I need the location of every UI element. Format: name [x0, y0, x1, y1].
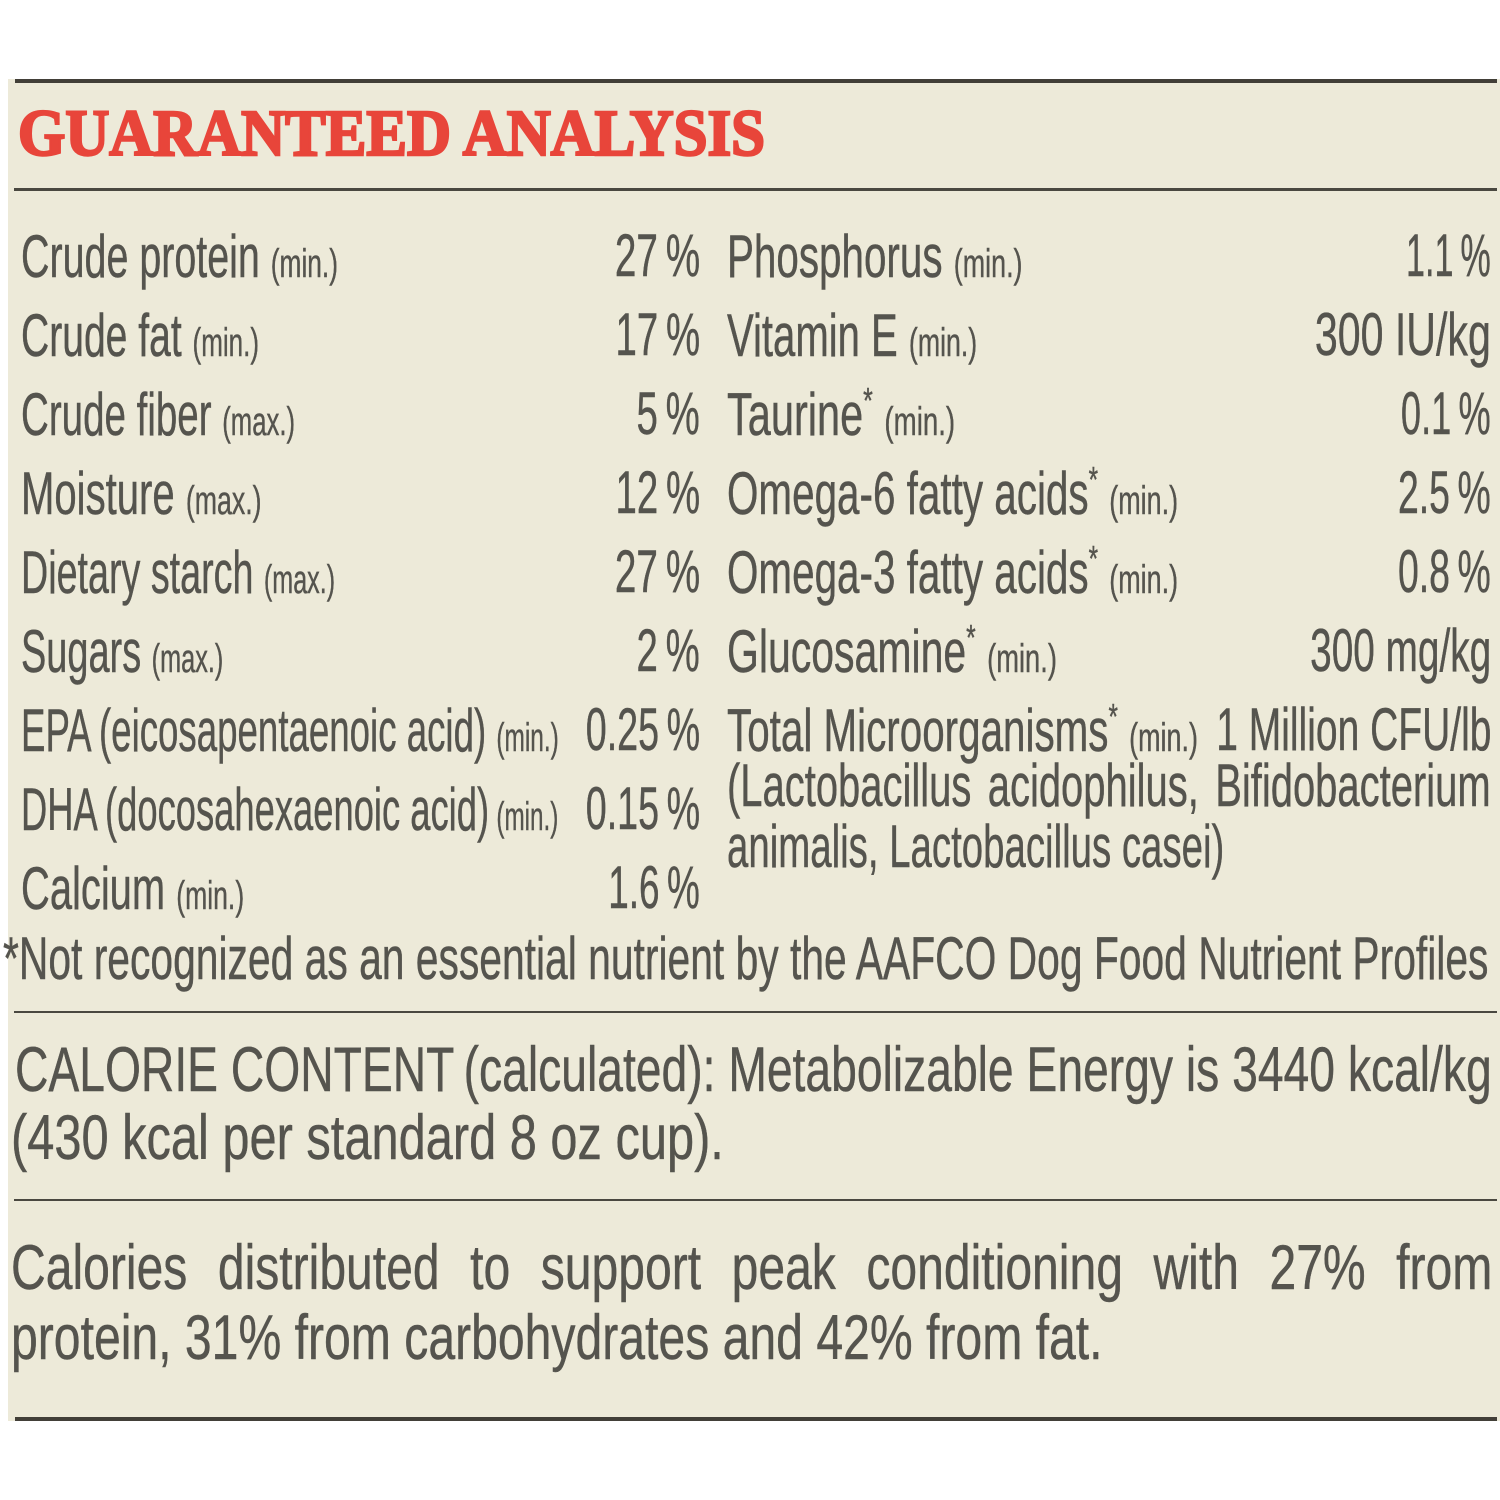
svg-text:GUARANTEED ANALYSIS: GUARANTEED ANALYSIS: [18, 97, 765, 170]
